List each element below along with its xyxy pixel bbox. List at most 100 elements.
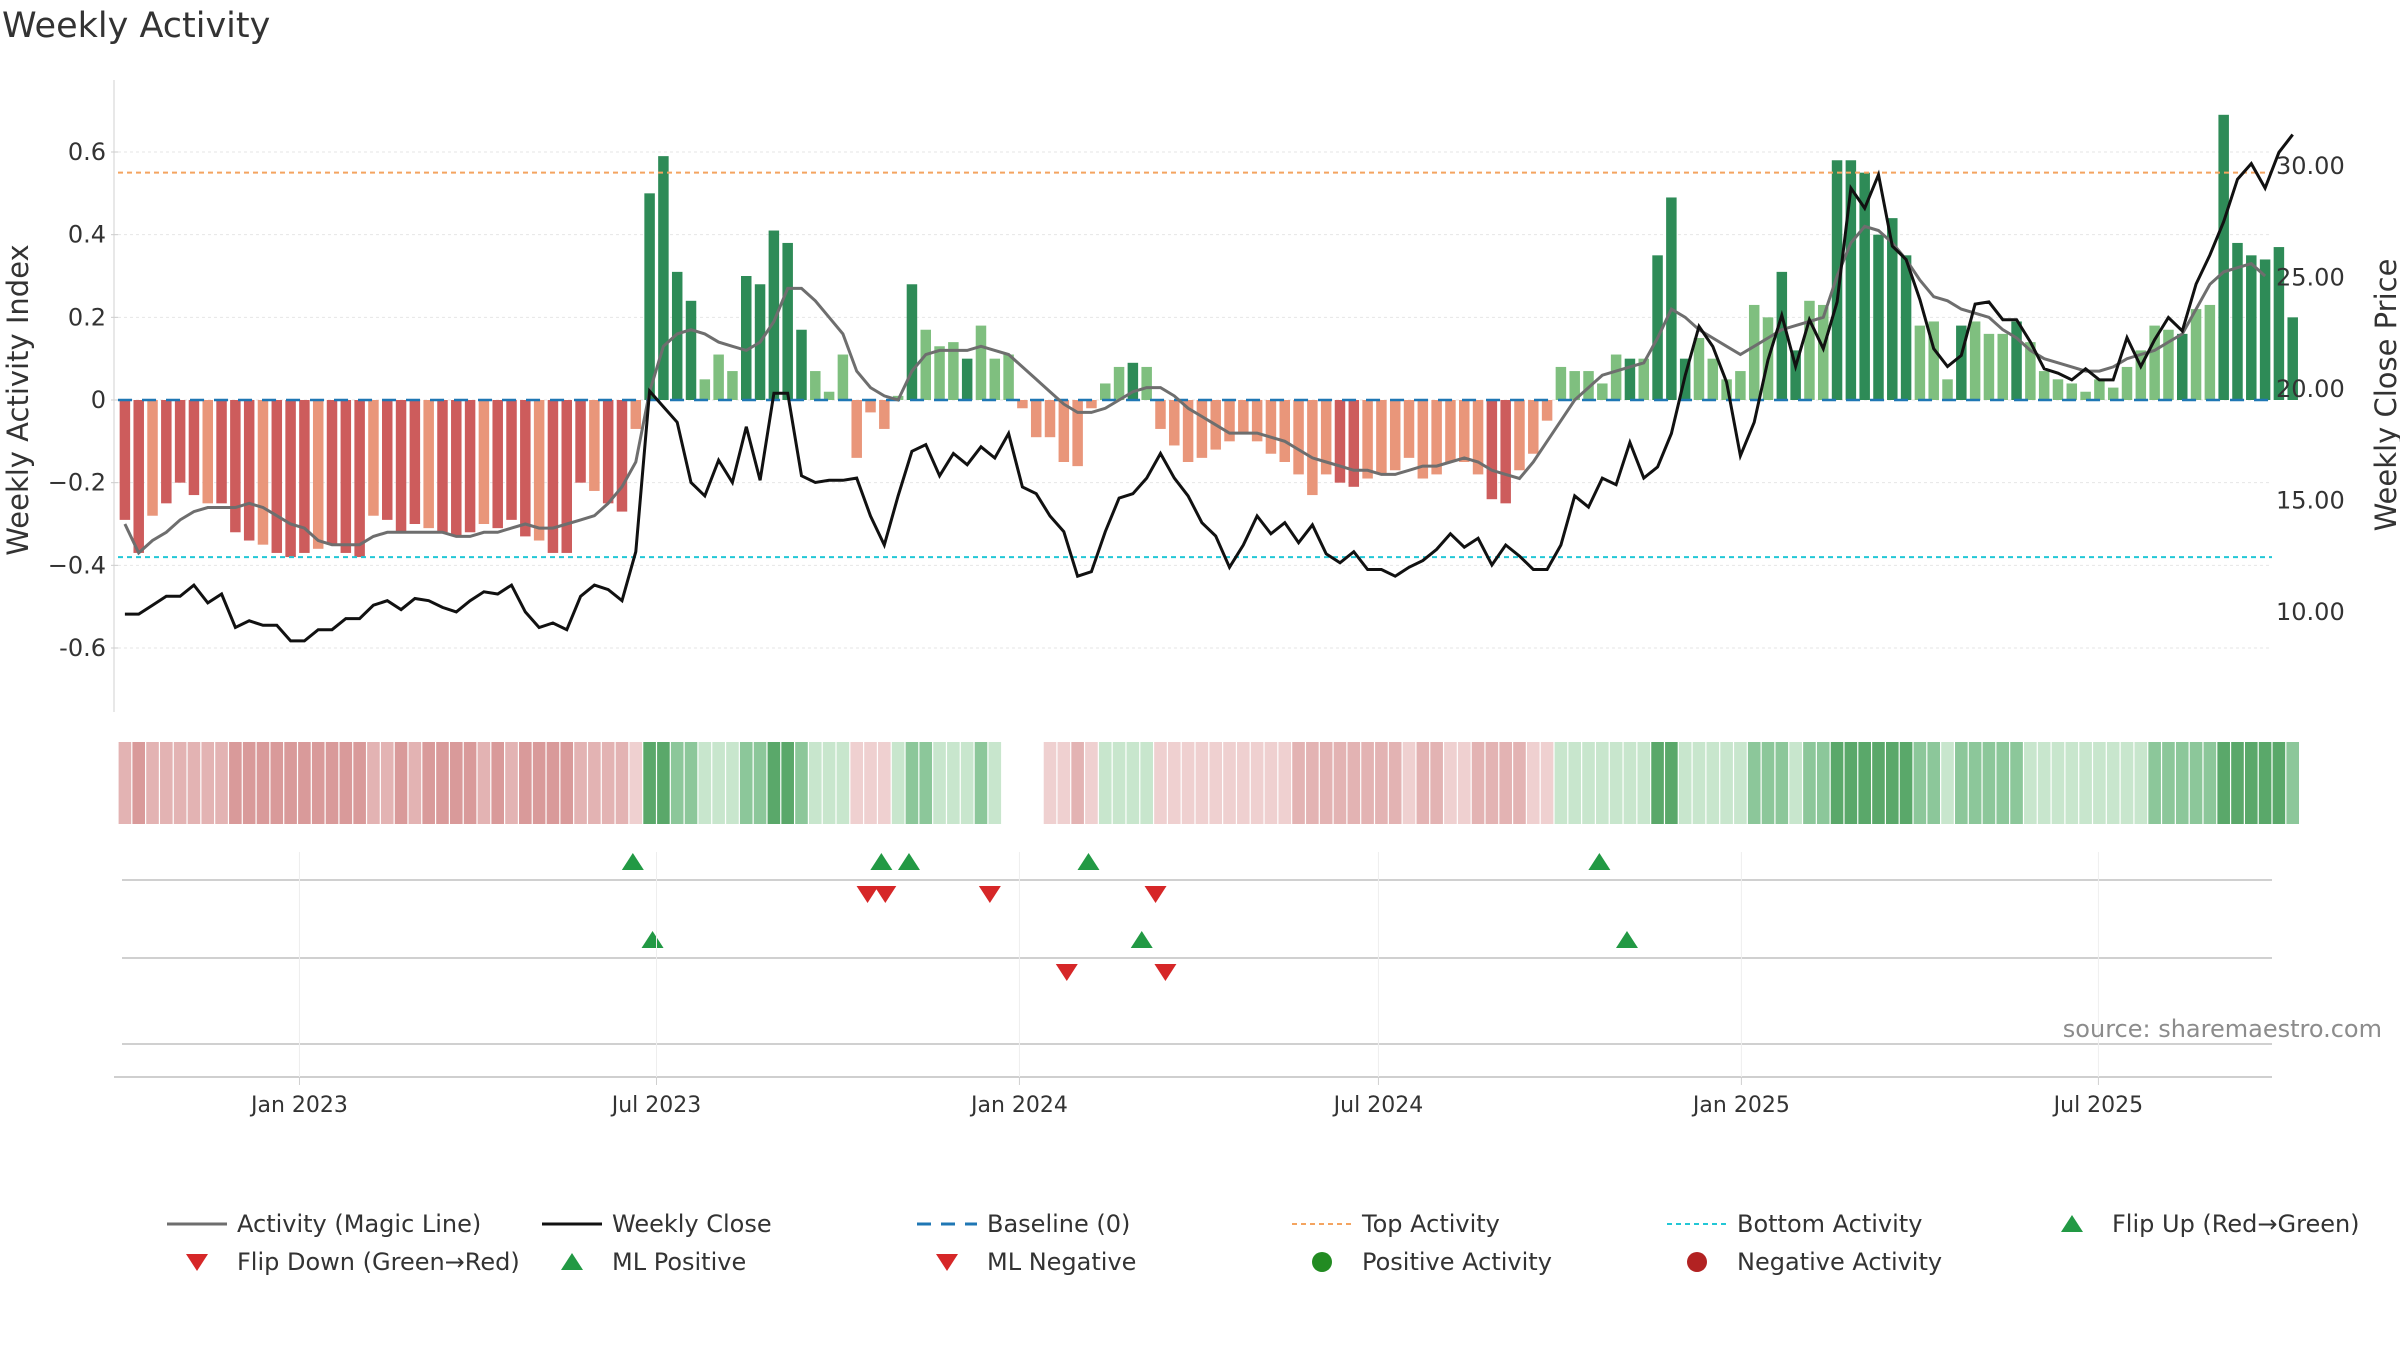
activity-bar	[2052, 379, 2064, 400]
strip-cell	[781, 742, 794, 824]
legend-symbol	[186, 1254, 208, 1271]
activity-bar	[174, 400, 186, 483]
strip-cell	[449, 742, 463, 824]
strip-cell	[615, 742, 629, 824]
activity-bar	[1044, 400, 1056, 438]
activity-bar	[2177, 333, 2188, 400]
activity-bar	[1238, 400, 1249, 434]
strip-cell	[298, 742, 311, 824]
activity-bar	[602, 400, 614, 504]
strip-cell	[1596, 742, 1609, 824]
activity-bar	[616, 400, 628, 512]
strip-cell	[919, 742, 933, 824]
strip-cell	[146, 742, 159, 824]
strip-cell	[1057, 742, 1071, 824]
strip-cell	[1375, 742, 1388, 824]
activity-bar	[1887, 218, 1898, 400]
flip-down-marker	[1144, 886, 1167, 903]
strip-cell	[1140, 742, 1153, 824]
strip-cell	[1361, 742, 1374, 824]
activity-bar	[1182, 400, 1194, 462]
activity-bar	[354, 400, 365, 558]
activity-bar	[1445, 400, 1456, 462]
ml-positive-marker	[1615, 931, 1638, 948]
activity-bar	[1113, 366, 1125, 400]
activity-bar	[1900, 255, 1912, 400]
legend-tri-up-symbol	[561, 1253, 583, 1270]
strip-cell	[1457, 742, 1471, 824]
activity-bar	[202, 400, 213, 504]
strip-cell	[1872, 742, 1885, 824]
legend: Activity (Magic Line) Weekly Close Baselin…	[165, 1206, 2395, 1286]
activity-bar	[1969, 321, 1981, 400]
strip-cell	[698, 742, 712, 824]
axes: -0.6 −0.4 −0.2 0 0.2 0.4 0.6 10.00 15.00 20.00 25.…	[1, 80, 2400, 712]
legend-item: Baseline (0)	[915, 1206, 1130, 1242]
activity-bar	[879, 400, 890, 429]
activity-bar	[741, 276, 752, 400]
activity-bars	[119, 114, 2298, 558]
activity-bar	[630, 400, 642, 429]
strip-cell	[132, 742, 146, 824]
activity-bar	[796, 329, 807, 400]
strip-cell	[2203, 742, 2217, 824]
activity-bar	[1707, 358, 1719, 400]
activity-bar	[2287, 317, 2298, 400]
activity-bar	[1072, 400, 1083, 467]
activity-bar	[671, 271, 683, 400]
strip-cell	[1982, 742, 1996, 824]
strip-cell	[187, 742, 201, 824]
x-axis: Jan 2023 Jul 2023 Jan 2024 Jul 2024 Jan 2025…	[114, 852, 2272, 1118]
activity-bar	[1459, 400, 1470, 462]
x-tick-label: Jul 2023	[610, 1093, 702, 1118]
strip-cell	[1692, 742, 1706, 824]
right-axis-title: Weekly Close Price	[2369, 259, 2400, 532]
activity-bar	[1528, 400, 1539, 454]
strip-cell	[767, 742, 781, 824]
activity-bar	[437, 400, 448, 533]
flip-up-marker	[1077, 853, 1100, 870]
strip-cell	[1112, 742, 1126, 824]
activity-bar	[1956, 325, 1967, 400]
strip-cell	[2148, 742, 2161, 824]
activity-bar	[1376, 400, 1387, 475]
strip-cell	[2024, 742, 2037, 824]
strip-cell	[2189, 742, 2203, 824]
strip-cell	[1526, 742, 1540, 824]
legend-symbol	[1312, 1252, 1332, 1272]
strip-cell	[2037, 742, 2051, 824]
activity-bar	[340, 400, 352, 553]
activity-bar	[2149, 325, 2160, 400]
activity-bar	[133, 400, 144, 553]
activity-bar	[464, 400, 476, 533]
strip-cell	[2162, 742, 2175, 824]
activity-bar	[2080, 391, 2091, 400]
activity-bar	[1583, 371, 1594, 400]
activity-bar	[1058, 400, 1070, 462]
strip-cell	[436, 742, 449, 824]
activity-bar	[1293, 400, 1304, 475]
activity-bar	[2273, 247, 2285, 400]
strip-cell	[1333, 742, 1347, 824]
strip-cell	[1734, 742, 1747, 824]
signal-markers	[122, 853, 2272, 1045]
strip-cell	[201, 742, 215, 824]
activity-bar	[520, 400, 531, 537]
strip-cell	[1941, 742, 1954, 824]
activity-strip	[118, 742, 2300, 824]
activity-bar	[1638, 358, 1649, 400]
activity-bar	[382, 400, 393, 520]
strip-cell	[1568, 742, 1582, 824]
strip-cell	[215, 742, 228, 824]
legend-symbol	[561, 1253, 583, 1270]
strip-cell	[560, 742, 574, 824]
legend-item: Positive Activity	[1290, 1244, 1552, 1280]
strip-cell	[2175, 742, 2189, 824]
strip-cell	[1789, 742, 1802, 824]
activity-bar	[216, 400, 227, 504]
activity-bar	[2025, 342, 2036, 400]
activity-bar	[2259, 259, 2271, 400]
legend-label: Flip Up (Red→Green)	[2112, 1210, 2360, 1238]
activity-bar	[1514, 400, 1525, 471]
